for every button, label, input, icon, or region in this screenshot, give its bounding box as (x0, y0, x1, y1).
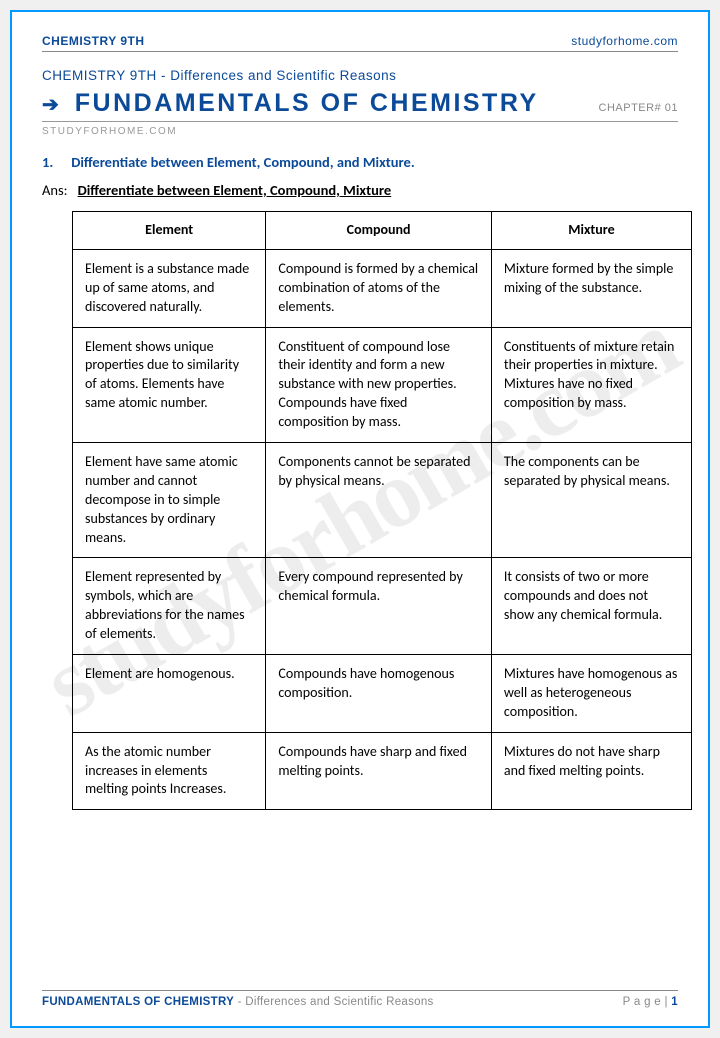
document-page: studyforhome.com CHEMISTRY 9TH studyforh… (10, 10, 710, 1028)
table-cell: The components can be separated by physi… (491, 443, 691, 558)
table-cell: Constituents of mixture retain their pro… (491, 327, 691, 442)
table-row: Element are homogenous.Compounds have ho… (73, 655, 692, 733)
header-site: studyforhome.com (571, 34, 678, 48)
footer-left: FUNDAMENTALS OF CHEMISTRY - Differences … (42, 996, 434, 1008)
table-row: Element represented by symbols, which ar… (73, 558, 692, 655)
question-text: Differentiate between Element, Compound,… (71, 153, 414, 171)
table-cell: Every compound represented by chemical f… (266, 558, 492, 655)
breadcrumb: CHEMISTRY 9TH - Differences and Scientif… (42, 68, 678, 83)
comparison-table: Element Compound Mixture Element is a su… (72, 211, 692, 810)
header-subject: CHEMISTRY 9TH (42, 34, 145, 48)
page-content: CHEMISTRY 9TH studyforhome.com CHEMISTRY… (42, 34, 678, 810)
table-row: Element shows unique properties due to s… (73, 327, 692, 442)
question-row: 1. Differentiate between Element, Compou… (42, 153, 678, 171)
table-cell: Compound is formed by a chemical combina… (266, 249, 492, 327)
table-row: As the atomic number increases in elemen… (73, 732, 692, 810)
table-cell: Compounds have homogenous composition. (266, 655, 492, 733)
table-cell: Mixtures have homogenous as well as hete… (491, 655, 691, 733)
page-title: FUNDAMENTALS OF CHEMISTRY (75, 89, 587, 118)
answer-label: Ans: (42, 181, 68, 199)
table-cell: Element is a substance made up of same a… (73, 249, 266, 327)
table-header-row: Element Compound Mixture (73, 212, 692, 250)
site-label: STUDYFORHOME.COM (42, 126, 678, 137)
col-header-element: Element (73, 212, 266, 250)
question-number: 1. (42, 153, 53, 171)
table-cell: Element are homogenous. (73, 655, 266, 733)
title-row: ➔ FUNDAMENTALS OF CHEMISTRY CHAPTER# 01 (42, 89, 678, 122)
table-cell: Mixture formed by the simple mixing of t… (491, 249, 691, 327)
table-cell: Constituent of compound lose their ident… (266, 327, 492, 442)
table-cell: Element shows unique properties due to s… (73, 327, 266, 442)
table-row: Element is a substance made up of same a… (73, 249, 692, 327)
table-cell: It consists of two or more compounds and… (491, 558, 691, 655)
col-header-mixture: Mixture (491, 212, 691, 250)
page-number: 1 (671, 996, 678, 1008)
table-cell: Element have same atomic number and cann… (73, 443, 266, 558)
answer-title: Differentiate between Element, Compound,… (78, 181, 392, 199)
footer-title: FUNDAMENTALS OF CHEMISTRY (42, 996, 234, 1008)
table-body: Element is a substance made up of same a… (73, 249, 692, 809)
footer-right: P a g e | 1 (623, 996, 678, 1008)
table-cell: Components cannot be separated by physic… (266, 443, 492, 558)
col-header-compound: Compound (266, 212, 492, 250)
table-row: Element have same atomic number and cann… (73, 443, 692, 558)
table-cell: Mixtures do not have sharp and fixed mel… (491, 732, 691, 810)
answer-row: Ans: Differentiate between Element, Comp… (42, 181, 678, 199)
top-header: CHEMISTRY 9TH studyforhome.com (42, 34, 678, 52)
page-label: P a g e | (623, 996, 672, 1008)
chapter-label: CHAPTER# 01 (599, 102, 678, 114)
table-cell: As the atomic number increases in elemen… (73, 732, 266, 810)
footer-subtitle: - Differences and Scientific Reasons (234, 996, 433, 1008)
arrow-right-icon: ➔ (42, 92, 59, 117)
table-cell: Element represented by symbols, which ar… (73, 558, 266, 655)
page-footer: FUNDAMENTALS OF CHEMISTRY - Differences … (42, 990, 678, 1008)
table-cell: Compounds have sharp and fixed melting p… (266, 732, 492, 810)
